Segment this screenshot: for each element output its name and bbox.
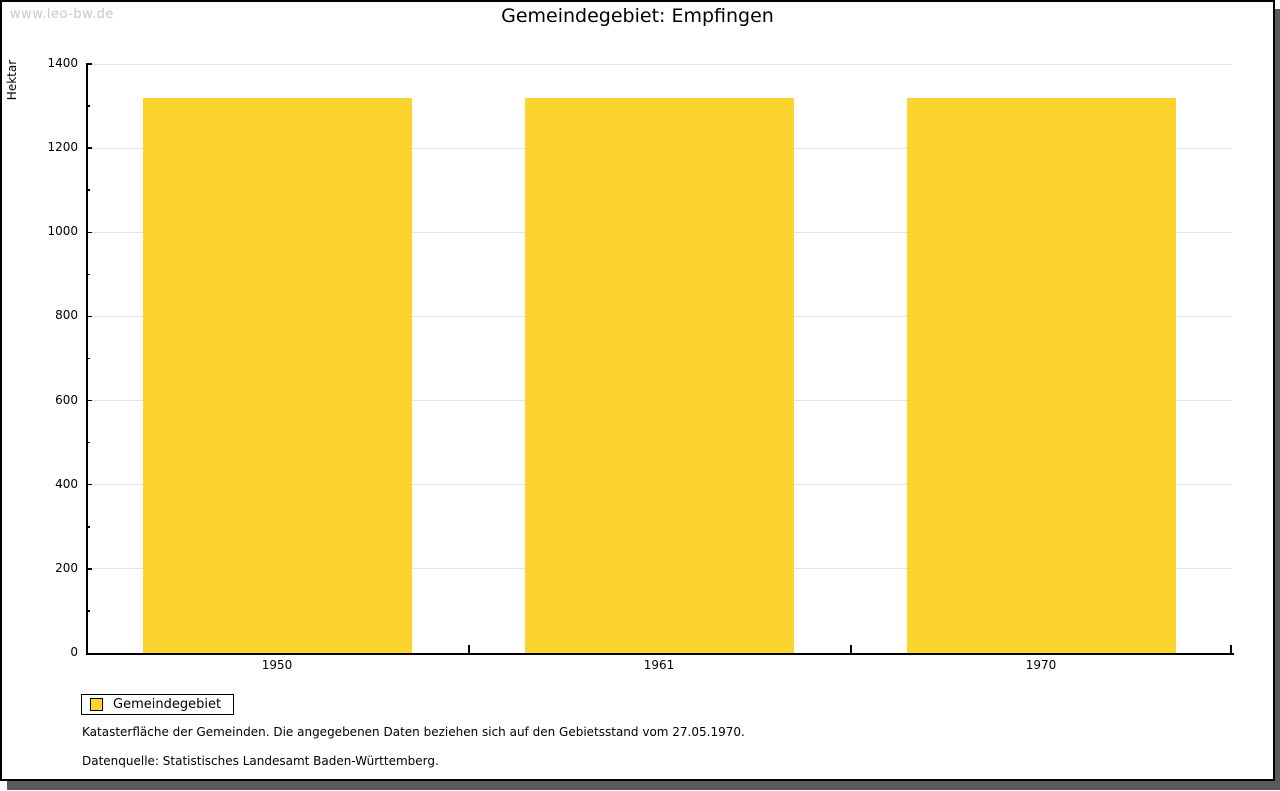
y-axis-tick: [86, 231, 92, 234]
x-axis-tick: [1230, 645, 1232, 653]
y-axis-line: [86, 64, 88, 655]
legend-label: Gemeindegebiet: [113, 697, 222, 712]
y-axis-tick: [86, 568, 92, 570]
x-axis-tick: [468, 645, 470, 653]
legend-swatch-icon: [90, 698, 103, 711]
footnote-datasource: Datenquelle: Statistisches Landesamt Bad…: [82, 754, 439, 768]
y-tick-label: 0: [70, 645, 78, 659]
footnote-source-note: Katasterfläche der Gemeinden. Die angege…: [82, 725, 745, 739]
y-axis-tick: [86, 441, 90, 444]
y-tick-label: 1400: [47, 56, 78, 70]
y-axis-tick: [86, 63, 92, 65]
y-tick-label: 200: [55, 560, 78, 575]
x-tick-label-1950: 1950: [261, 658, 293, 672]
x-tick-label-1970: 1970: [1025, 658, 1057, 672]
bar-1950: [142, 97, 412, 653]
y-axis-tick: [86, 105, 90, 107]
x-axis-tick: [850, 645, 852, 653]
y-tick-label: 1000: [47, 224, 78, 239]
y-axis-tick: [86, 610, 90, 612]
gridline: [86, 63, 1232, 65]
y-tick-label: 400: [55, 476, 78, 491]
legend: Gemeindegebiet: [81, 694, 235, 715]
plot-area: [86, 63, 1232, 653]
y-tick-label: 600: [55, 392, 78, 407]
y-axis-tick: [86, 399, 92, 402]
y-axis-tick: [86, 273, 90, 276]
y-axis-tick: [86, 189, 90, 191]
y-axis-tick: [86, 315, 92, 318]
x-tick-label-1961: 1961: [643, 658, 675, 672]
y-axis-tick: [86, 357, 90, 360]
chart-title: Gemeindegebiet: Empfingen: [501, 5, 774, 27]
y-tick-label: 1200: [47, 140, 78, 155]
y-axis-tick: [86, 147, 92, 149]
bar-1961: [524, 97, 794, 653]
y-tick-label: 800: [55, 308, 78, 323]
y-axis-tick: [86, 526, 90, 528]
x-axis-line: [86, 653, 1234, 655]
site-watermark: www.leo-bw.de: [10, 7, 114, 22]
y-axis-tick: [86, 483, 92, 486]
bar-1970: [906, 97, 1176, 653]
